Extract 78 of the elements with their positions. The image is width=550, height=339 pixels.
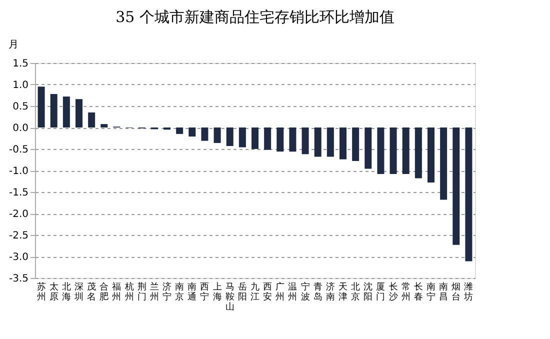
x-tick-label: 马鞍山: [225, 282, 234, 312]
x-tick-label: 潍坊: [463, 282, 474, 302]
x-tick-label: 沈阳: [364, 282, 373, 302]
x-tick-label: 岳阳: [238, 282, 247, 302]
x-tick-label: 南昌: [439, 282, 448, 302]
y-tick-label: 0.5: [12, 102, 28, 112]
x-tick-label: 烟台: [452, 282, 461, 302]
x-tick-label: 广州: [276, 282, 285, 302]
x-tick-label: 济南: [326, 282, 335, 302]
bar: [465, 128, 472, 262]
y-tick-label: -2.5: [8, 230, 28, 242]
bar: [440, 128, 448, 200]
y-tick-label: -1.5: [8, 188, 28, 198]
bar: [289, 128, 296, 152]
y-tick-label: -3.5: [8, 274, 28, 284]
x-tick-label: 福州: [112, 282, 122, 302]
bar: [264, 128, 272, 150]
bar: [38, 86, 45, 128]
bar: [176, 128, 184, 134]
x-tick-label: 常州: [401, 282, 410, 302]
x-tick-label: 天津: [338, 282, 348, 302]
x-tick-label: 南京: [175, 282, 184, 302]
y-tick-label: -3.0: [8, 252, 28, 263]
bar: [276, 128, 284, 152]
bar: [340, 128, 346, 160]
bar: [402, 128, 410, 174]
x-tick-label: 厦门: [376, 282, 386, 302]
bar: [88, 112, 96, 128]
bar: [226, 128, 234, 146]
bar: [414, 128, 422, 178]
bar: [252, 128, 258, 149]
x-tick-label: 西安: [263, 282, 272, 302]
x-tick-label: 西宁: [200, 282, 210, 302]
x-tick-label: 荆门: [137, 282, 146, 302]
bar: [100, 124, 108, 128]
x-tick-label: 茂名: [87, 282, 96, 302]
y-tick-label: -2.0: [8, 209, 28, 220]
x-tick-label: 宁波: [300, 282, 310, 302]
x-tick-label: 南宁: [426, 282, 436, 302]
bar: [62, 96, 70, 128]
x-tick-label: 长沙: [388, 282, 398, 302]
x-tick-label: 温州: [288, 282, 298, 302]
y-tick-label: -0.5: [8, 144, 28, 156]
chart-title: 35 个城市新建商品住宅存销比环比增加值: [116, 8, 394, 26]
x-tick-label: 深圳: [74, 282, 84, 302]
bar: [377, 128, 384, 174]
bar: [452, 128, 460, 245]
bar: [214, 128, 221, 143]
bar: [364, 128, 372, 169]
x-tick-label: 北京: [351, 282, 360, 302]
bar: [76, 99, 82, 128]
bar: [188, 128, 196, 137]
x-tick-label: 苏州: [36, 282, 46, 302]
x-tick-label: 济宁: [162, 282, 172, 302]
bar: [428, 128, 434, 183]
x-tick-label: 北海: [62, 282, 71, 302]
x-tick-label: 青岛: [313, 282, 322, 302]
bar: [390, 128, 397, 174]
x-tick-label: 太原: [49, 282, 58, 302]
bar: [352, 128, 360, 162]
bar: [326, 128, 334, 157]
y-tick-label: 0.0: [12, 123, 28, 134]
x-tick-label: 兰州: [150, 282, 159, 302]
bar: [314, 128, 322, 157]
bar: [238, 128, 246, 148]
x-tick-label: 南通: [188, 282, 197, 302]
y-tick-label: 1.5: [12, 58, 28, 70]
y-axis-title: 月: [8, 40, 18, 50]
x-tick-label: 长春: [414, 282, 423, 302]
bar: [302, 128, 309, 154]
x-tick-label: 九江: [250, 282, 260, 302]
bar: [201, 128, 208, 141]
x-tick-label: 杭州: [124, 282, 134, 302]
y-tick-label: -1.0: [8, 166, 28, 177]
y-tick-label: 1.0: [12, 80, 28, 91]
bar: [50, 94, 58, 128]
x-tick-label: 上海: [212, 282, 222, 302]
x-tick-label: 合肥: [100, 282, 109, 302]
